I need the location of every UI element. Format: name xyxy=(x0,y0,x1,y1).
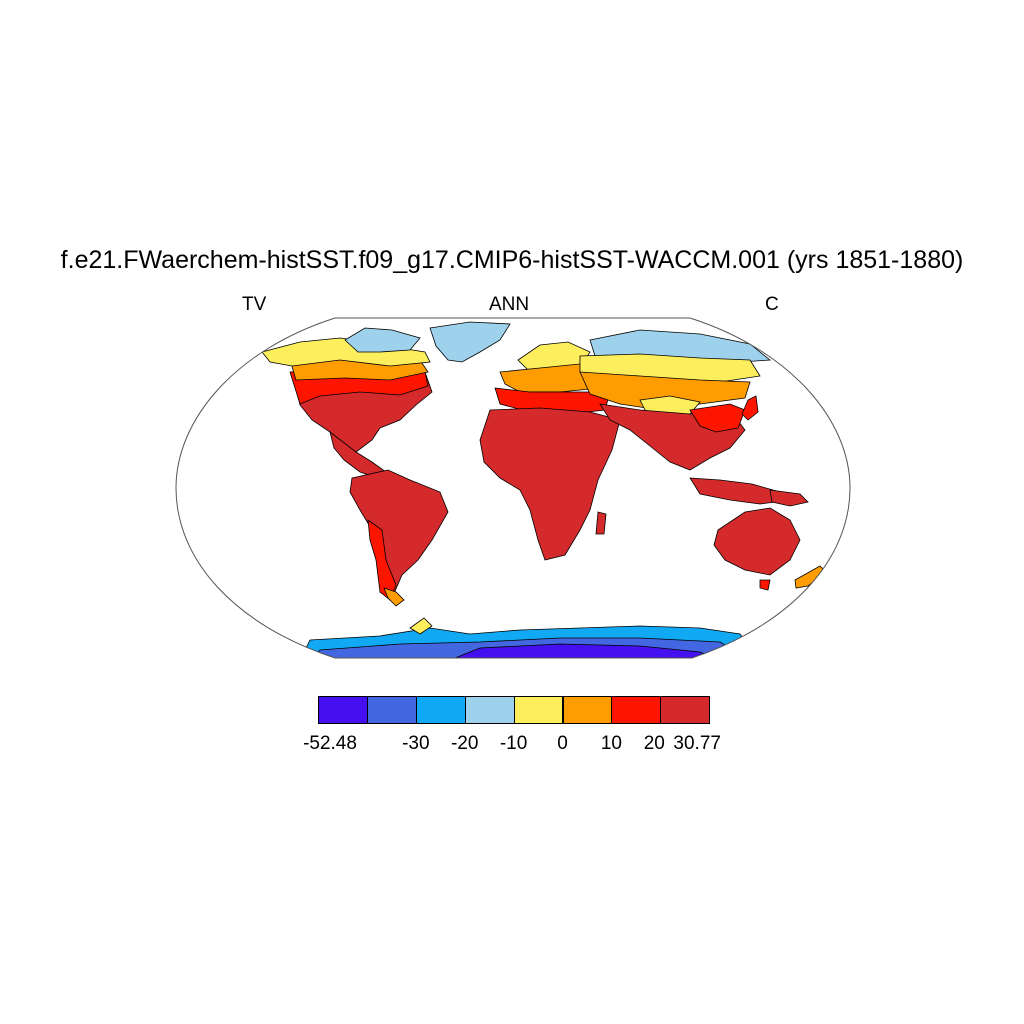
arctic-islands xyxy=(344,327,421,353)
colorbar-tick-label: -20 xyxy=(450,733,479,754)
plot-title: f.e21.FWaerchem-histSST.f09_g17.CMIP6-hi… xyxy=(60,246,964,274)
tasmania xyxy=(759,579,771,591)
colorbar-tick-label: 10 xyxy=(600,733,622,754)
colorbar-swatch xyxy=(318,696,368,724)
colorbar-swatch xyxy=(562,696,613,724)
australia xyxy=(713,507,801,576)
colorbar-swatch xyxy=(611,696,662,724)
units-label: C xyxy=(765,294,779,315)
colorbar-swatch xyxy=(366,696,417,724)
colorbar-swatch xyxy=(513,696,564,724)
colorbar-tick-label: -52.48 xyxy=(303,733,357,754)
colorbar-tick-label: -10 xyxy=(499,733,528,754)
japan xyxy=(741,395,759,421)
map-boundary xyxy=(175,317,851,659)
colorbar-tick-label: 30.77 xyxy=(673,733,721,754)
colorbar-swatch xyxy=(415,696,466,724)
new-guinea xyxy=(769,489,809,507)
patagonia xyxy=(383,587,405,607)
antarctica-plateau xyxy=(449,643,721,658)
colorbar-tick-label: 0 xyxy=(557,733,568,754)
africa xyxy=(479,407,621,561)
variable-label: TV xyxy=(242,294,267,315)
china-east xyxy=(689,403,746,433)
colorbar-swatch xyxy=(464,696,515,724)
asia-mid xyxy=(579,371,751,411)
greenland-ice xyxy=(429,321,511,363)
colorbar-swatch xyxy=(660,696,711,724)
north-america-cold xyxy=(261,337,431,367)
south-america xyxy=(349,469,449,599)
madagascar xyxy=(595,511,607,535)
antarctic-peninsula xyxy=(409,617,433,635)
season-label: ANN xyxy=(489,294,530,315)
colorbar-tick-label: 20 xyxy=(643,733,665,754)
colorbar-tick-label: -30 xyxy=(402,733,430,754)
